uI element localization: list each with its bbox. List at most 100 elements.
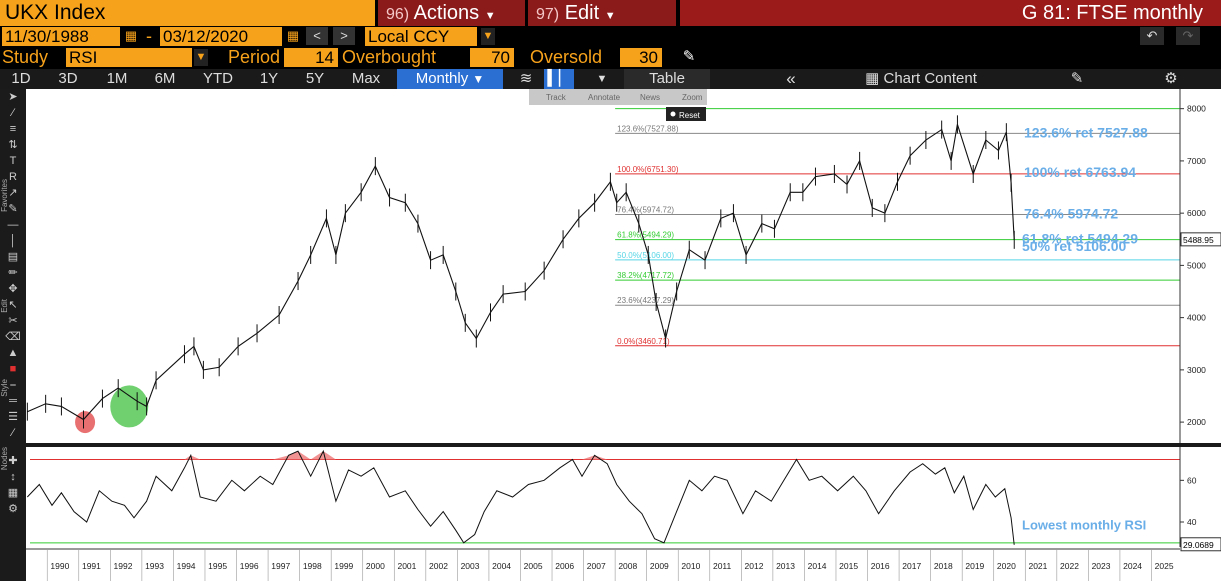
fib-level-label: 76.4%(5974.72): [617, 205, 674, 214]
color-swatch-icon[interactable]: ■: [9, 363, 17, 375]
undo-icon[interactable]: ↶: [1140, 27, 1164, 45]
x-axis-label: 1993: [145, 561, 164, 571]
ruler-icon[interactable]: ∕: [12, 427, 14, 439]
range-max[interactable]: Max: [351, 70, 381, 87]
next-arrow-icon[interactable]: >: [333, 27, 355, 45]
channel-tool-icon[interactable]: ⇅: [8, 139, 18, 151]
retracement-annotation: 76.4% 5974.72: [1024, 205, 1118, 221]
currency-select[interactable]: Local CCY: [365, 27, 477, 46]
overbought-fill: [581, 455, 595, 460]
range-1m[interactable]: 1M: [106, 70, 128, 87]
prev-arrow-icon[interactable]: <: [306, 27, 328, 45]
panel-divider: [26, 443, 1221, 447]
pointer-icon[interactable]: ↖: [8, 299, 18, 311]
last-price-box: [1180, 232, 1221, 247]
range-1y[interactable]: 1Y: [259, 70, 279, 87]
last-price-label: 5488.95: [1183, 235, 1214, 245]
chevron-down-icon[interactable]: ▼: [194, 49, 208, 66]
oversold-label: Oversold: [530, 47, 603, 67]
hline-icon[interactable]: —: [7, 219, 19, 231]
x-axis-label: 2006: [555, 561, 574, 571]
x-axis-label: 2010: [681, 561, 700, 571]
chart-content-button[interactable]: ▦ Chart Content: [846, 69, 996, 89]
edit-chart-icon[interactable]: ✎: [1070, 70, 1084, 87]
x-axis-label: 1995: [208, 561, 227, 571]
price-axis-label: 8000: [1187, 104, 1206, 114]
highlight-circle: [110, 385, 149, 428]
oversold-input[interactable]: 30: [620, 48, 662, 67]
frequency-select[interactable]: Monthly ▼: [397, 69, 503, 89]
vline-icon[interactable]: │: [9, 235, 17, 247]
x-axis-label: 2004: [492, 561, 511, 571]
last-rsi-label: 29.0689: [1183, 540, 1214, 550]
calendar-icon[interactable]: ▦: [122, 27, 140, 45]
x-axis-label: 1996: [240, 561, 259, 571]
price-axis-label: 7000: [1187, 156, 1206, 166]
brush-icon[interactable]: ✎: [8, 203, 18, 215]
study-select[interactable]: RSI: [66, 48, 192, 67]
settings-icon[interactable]: ⚙: [8, 503, 18, 515]
end-date-field[interactable]: 03/12/2020: [160, 27, 282, 46]
start-date-field[interactable]: 11/30/1988: [2, 27, 120, 46]
gear-icon[interactable]: ⚙: [1164, 70, 1178, 87]
line-tool-icon[interactable]: ∕: [12, 107, 14, 119]
range-5y[interactable]: 5Y: [305, 70, 325, 87]
retracement-icon[interactable]: R: [9, 171, 17, 183]
chevron-down-icon[interactable]: ▼: [481, 28, 495, 45]
collapse-icon[interactable]: «: [786, 69, 796, 88]
edit-button[interactable]: 97) Edit ▼: [528, 0, 676, 26]
fib-level-label: 0.0%(3460.71): [617, 337, 670, 346]
node-move-icon[interactable]: ↕: [10, 471, 16, 483]
arrow-tool-icon[interactable]: ↗: [8, 187, 18, 199]
fib-tool-icon[interactable]: ≡: [9, 123, 17, 135]
rsi-annotation: Lowest monthly RSI: [1022, 517, 1146, 532]
period-input[interactable]: 14: [284, 48, 338, 67]
ticker-field[interactable]: UKX Index: [0, 0, 375, 26]
price-axis-label: 4000: [1187, 313, 1206, 323]
node-add-icon[interactable]: ✚: [8, 455, 18, 467]
rsi-line: [26, 449, 1015, 545]
cursor-icon[interactable]: ➤: [8, 91, 18, 103]
stack-icon[interactable]: ▤: [7, 251, 19, 263]
overbought-fill: [288, 451, 299, 460]
overbought-input[interactable]: 70: [470, 48, 514, 67]
calendar-icon[interactable]: ▦: [284, 27, 302, 45]
chart-content-label: Chart Content: [883, 70, 977, 87]
chevron-down-icon[interactable]: ▼: [596, 73, 608, 85]
range-6m[interactable]: 6M: [154, 70, 176, 87]
line-style-icon[interactable]: ⎯: [10, 379, 16, 391]
redo-icon[interactable]: ↷: [1176, 27, 1200, 45]
triangle-icon[interactable]: ▲: [7, 347, 19, 359]
node-color-icon[interactable]: ▦: [7, 487, 19, 499]
text-tool-icon[interactable]: T: [9, 155, 17, 167]
pencil-icon[interactable]: ✎: [680, 48, 698, 66]
chart-icon: ▦: [865, 70, 880, 87]
cut-icon[interactable]: ✂: [8, 315, 18, 327]
x-axis-label: 2015: [839, 561, 858, 571]
range-3d[interactable]: 3D: [58, 70, 78, 87]
track-button[interactable]: Track: [546, 93, 567, 102]
range-1d[interactable]: 1D: [11, 70, 31, 87]
price-chart[interactable]: 123.6%(7527.88) 100.0%(6751.30) 76.4%(5974…: [26, 89, 1221, 581]
favorites-label: Favorites: [0, 179, 9, 212]
study-bar: Study RSI ▼ Period 14 Overbought 70 Over…: [0, 47, 1221, 69]
zoom-button[interactable]: Zoom: [682, 93, 703, 102]
x-axis-label: 2014: [808, 561, 827, 571]
range-ytd[interactable]: YTD: [203, 70, 233, 87]
actions-button[interactable]: 96) Actions ▼: [378, 0, 525, 26]
reset-button[interactable]: Reset: [679, 111, 701, 120]
actions-number: 96): [386, 6, 410, 23]
news-button[interactable]: News: [640, 93, 660, 102]
pen-icon[interactable]: ✏: [8, 267, 18, 279]
x-axis-label: 2022: [1060, 561, 1079, 571]
retracement-annotation: 123.6% ret 7527.88: [1024, 124, 1148, 140]
line-chart-icon[interactable]: ≋: [519, 70, 533, 87]
bar-chart-icon[interactable]: ▍▏: [544, 69, 574, 89]
x-axis-label: 2016: [871, 561, 890, 571]
annotate-button[interactable]: Annotate: [588, 93, 621, 102]
trash-icon[interactable]: ⌫: [5, 331, 21, 343]
select-icon[interactable]: ✥: [8, 283, 18, 295]
line-width-icon[interactable]: ═: [9, 395, 17, 407]
list-icon[interactable]: ☰: [8, 411, 18, 423]
table-button[interactable]: Table: [624, 69, 710, 89]
